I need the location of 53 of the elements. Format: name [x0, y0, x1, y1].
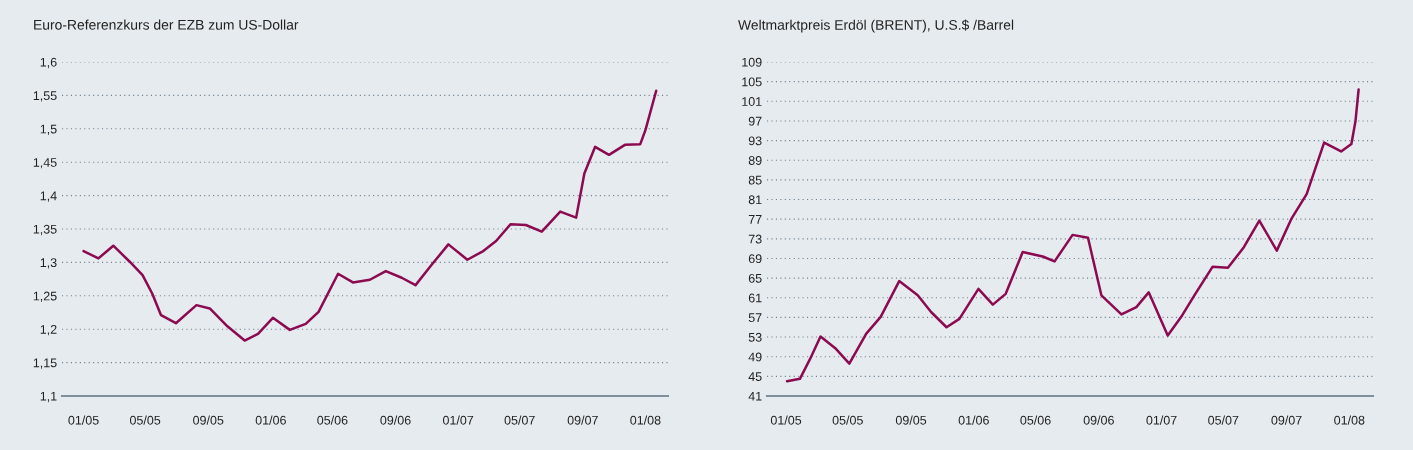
- y-tick-label: 1,2: [40, 325, 57, 336]
- x-tick-label: 09/07: [567, 415, 598, 425]
- x-tick-label: 05/06: [317, 415, 348, 425]
- y-tick-label: 93: [748, 136, 762, 146]
- y-tick-label: 49: [748, 352, 762, 362]
- y-tick-label: 1,4: [40, 191, 57, 202]
- y-tick-label: 1,3: [40, 258, 57, 269]
- x-tick-label: 01/06: [255, 415, 286, 425]
- y-tick-label: 1,5: [40, 124, 57, 135]
- chart-title: Euro-Referenzkurs der EZB zum US-Dollar: [34, 19, 299, 30]
- x-tick-label: 01/05: [770, 415, 802, 425]
- x-tick-label: 01/08: [630, 415, 661, 425]
- line-series: [82, 89, 658, 342]
- line-series: [785, 88, 1360, 383]
- x-tick-label: 01/07: [442, 415, 474, 425]
- y-tick-label: 1,25: [33, 291, 57, 302]
- x-tick-label: 09/05: [193, 415, 224, 425]
- y-tick-label: 61: [748, 293, 762, 303]
- x-tick-label: 01/05: [68, 415, 99, 425]
- x-tick-label: 01/08: [1334, 415, 1365, 425]
- y-tick-label: 45: [748, 372, 762, 382]
- y-tick-label: 73: [748, 234, 762, 244]
- x-tick-label: 01/07: [1146, 415, 1177, 425]
- y-tick-label: 1,55: [33, 91, 57, 102]
- y-tick-label: 1,45: [33, 158, 57, 169]
- x-tick-label: 09/05: [895, 415, 927, 425]
- y-tick-label: 109: [742, 57, 762, 67]
- y-tick-label: 105: [742, 77, 762, 87]
- x-tick-label: 05/07: [1208, 415, 1239, 425]
- y-tick-label: 41: [748, 391, 762, 401]
- y-tick-label: 85: [748, 175, 762, 185]
- y-tick-label: 81: [748, 195, 762, 205]
- y-tick-label: 69: [748, 254, 762, 264]
- x-tick-label: 01/06: [958, 415, 989, 425]
- chart-title: Weltmarktpreis Erdöl (BRENT), U.S.$ /Barrel: [738, 19, 1014, 33]
- y-tick-label: 1,6: [40, 57, 57, 69]
- x-tick-label: 09/06: [380, 415, 411, 425]
- x-tick-label: 05/05: [832, 415, 863, 425]
- y-tick-label: 57: [748, 313, 762, 323]
- x-tick-label: 05/05: [129, 415, 161, 425]
- x-tick-label: 09/07: [1271, 415, 1302, 425]
- y-tick-label: 77: [748, 215, 762, 224]
- x-tick-label: 05/07: [504, 415, 535, 425]
- y-tick-label: 1,15: [33, 358, 57, 369]
- y-tick-label: 89: [748, 156, 762, 165]
- x-tick-label: 09/06: [1083, 415, 1114, 425]
- y-tick-label: 53: [748, 332, 762, 342]
- y-tick-label: 97: [748, 116, 762, 126]
- x-tick-label: 05/06: [1020, 415, 1051, 425]
- y-tick-label: 1,35: [33, 224, 57, 236]
- y-tick-label: 65: [748, 273, 762, 283]
- y-tick-label: 101: [742, 97, 762, 106]
- y-tick-label: 1,1: [40, 391, 57, 403]
